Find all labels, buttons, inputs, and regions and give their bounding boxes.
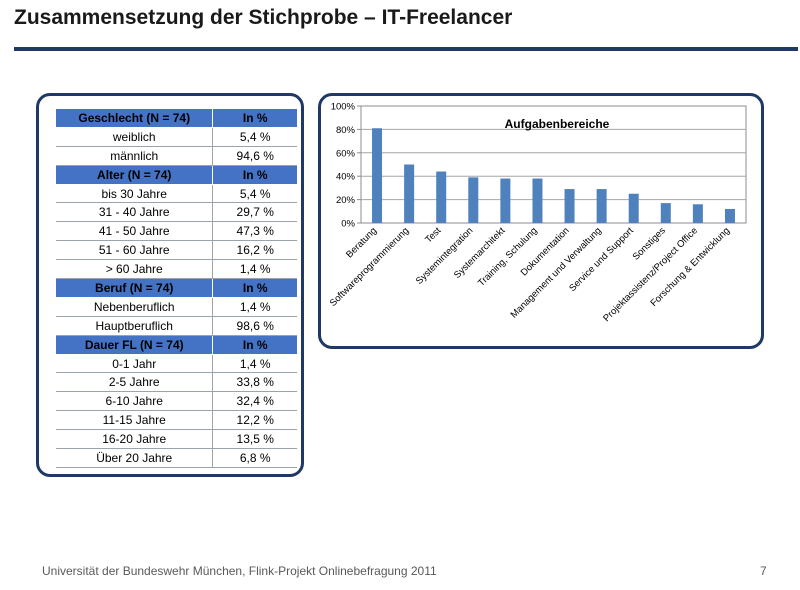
bar [468,177,479,223]
section-header-label: Beruf (N = 74) [56,278,214,298]
table-row: Hauptberuflich 98,6 % [56,316,297,336]
row-percent: 32,4 % [212,391,297,412]
bar [500,178,511,223]
table-row: 6-10 Jahre 32,4 % [56,391,297,412]
table-section-header: Alter (N = 74) In % [56,165,297,185]
table-row: 41 - 50 Jahre 47,3 % [56,221,297,242]
table-row: Über 20 Jahre 6,8 % [56,448,297,468]
y-tick-label: 80% [336,125,356,136]
bar [564,189,575,223]
section-header-unit: In % [212,165,297,185]
chart-panel: 0% 20% 40% 60% 80% 100% Beratung Softwareprogra… [318,93,764,349]
row-percent: 5,4 % [212,127,297,147]
row-percent: 5,4 % [212,184,297,204]
table-section-header: Dauer FL (N = 74) In % [56,335,297,355]
bar [532,178,543,223]
row-label: 0-1 Jahr [56,354,214,374]
section-header-label: Geschlecht (N = 74) [56,109,214,128]
row-label: Nebenberuflich [56,297,214,317]
x-tick-label: Training, Schulung [476,225,540,289]
row-percent: 6,8 % [212,448,297,468]
table-row: bis 30 Jahre 5,4 % [56,184,297,204]
title-rule [14,47,798,51]
table-row: 11-15 Jahre 12,2 % [56,410,297,431]
table-row: männlich 94,6 % [56,146,297,166]
table-section-header: Beruf (N = 74) In % [56,278,297,298]
row-percent: 16,2 % [212,240,297,261]
bar [724,208,735,223]
footer-text: Universität der Bundeswehr München, Flin… [42,564,437,578]
section-header-unit: In % [212,109,297,128]
bar [436,171,447,223]
bar [596,189,607,223]
section-header-unit: In % [212,278,297,298]
y-tick-label: 20% [336,195,356,206]
x-tick-label: Systemintegration [414,225,476,287]
row-percent: 47,3 % [212,221,297,242]
table-row: 16-20 Jahre 13,5 % [56,429,297,450]
row-percent: 1,4 % [212,297,297,317]
table-row: Nebenberuflich 1,4 % [56,297,297,317]
row-percent: 29,7 % [212,202,297,223]
sample-table: Geschlecht (N = 74) In % weiblich 5,4 % männ… [56,109,297,468]
row-percent: 1,4 % [212,354,297,374]
row-label: Hauptberuflich [56,316,214,336]
y-tick-label: 100% [331,102,356,113]
page-number: 7 [760,564,767,578]
bar [404,164,415,223]
y-tick-label: 60% [336,148,356,159]
row-label: weiblich [56,127,214,147]
chart-title: Aufgabenbereiche [505,117,610,131]
row-percent: 1,4 % [212,259,297,280]
y-tick-label: 0% [341,219,355,230]
row-percent: 12,2 % [212,410,297,431]
row-percent: 33,8 % [212,372,297,393]
x-tick-label: Test [423,225,443,245]
table-row: 0-1 Jahr 1,4 % [56,354,297,374]
row-label: 41 - 50 Jahre [56,221,214,242]
row-label: > 60 Jahre [56,259,214,280]
table-row: 31 - 40 Jahre 29,7 % [56,202,297,223]
bar [628,193,639,223]
row-label: 6-10 Jahre [56,391,214,412]
bar [660,203,671,223]
row-label: Über 20 Jahre [56,448,214,468]
table-panel: Geschlecht (N = 74) In % weiblich 5,4 % männ… [36,93,304,477]
row-label: 51 - 60 Jahre [56,240,214,261]
row-label: 16-20 Jahre [56,429,214,450]
section-header-label: Alter (N = 74) [56,165,214,185]
row-percent: 98,6 % [212,316,297,336]
row-label: männlich [56,146,214,166]
table-row: > 60 Jahre 1,4 % [56,259,297,280]
slide-title: Zusammensetzung der Stichprobe – IT-Free… [14,6,513,29]
plot-area [360,105,747,224]
bar [372,128,383,223]
x-tick-label: Service und Support [567,225,636,294]
aufgabenbereiche-chart: 0%20%40%60%80%100%BeratungSoftwareprogra… [328,102,747,324]
row-percent: 13,5 % [212,429,297,450]
row-label: 11-15 Jahre [56,410,214,431]
row-label: bis 30 Jahre [56,184,214,204]
table-section-header: Geschlecht (N = 74) In % [56,109,297,128]
row-percent: 94,6 % [212,146,297,166]
y-tick-label: 40% [336,172,356,183]
table-row: weiblich 5,4 % [56,127,297,147]
row-label: 31 - 40 Jahre [56,202,214,223]
section-header-unit: In % [212,335,297,355]
row-label: 2-5 Jahre [56,372,214,393]
section-header-label: Dauer FL (N = 74) [56,335,214,355]
bar [692,204,703,223]
table-row: 2-5 Jahre 33,8 % [56,372,297,393]
table-row: 51 - 60 Jahre 16,2 % [56,240,297,261]
